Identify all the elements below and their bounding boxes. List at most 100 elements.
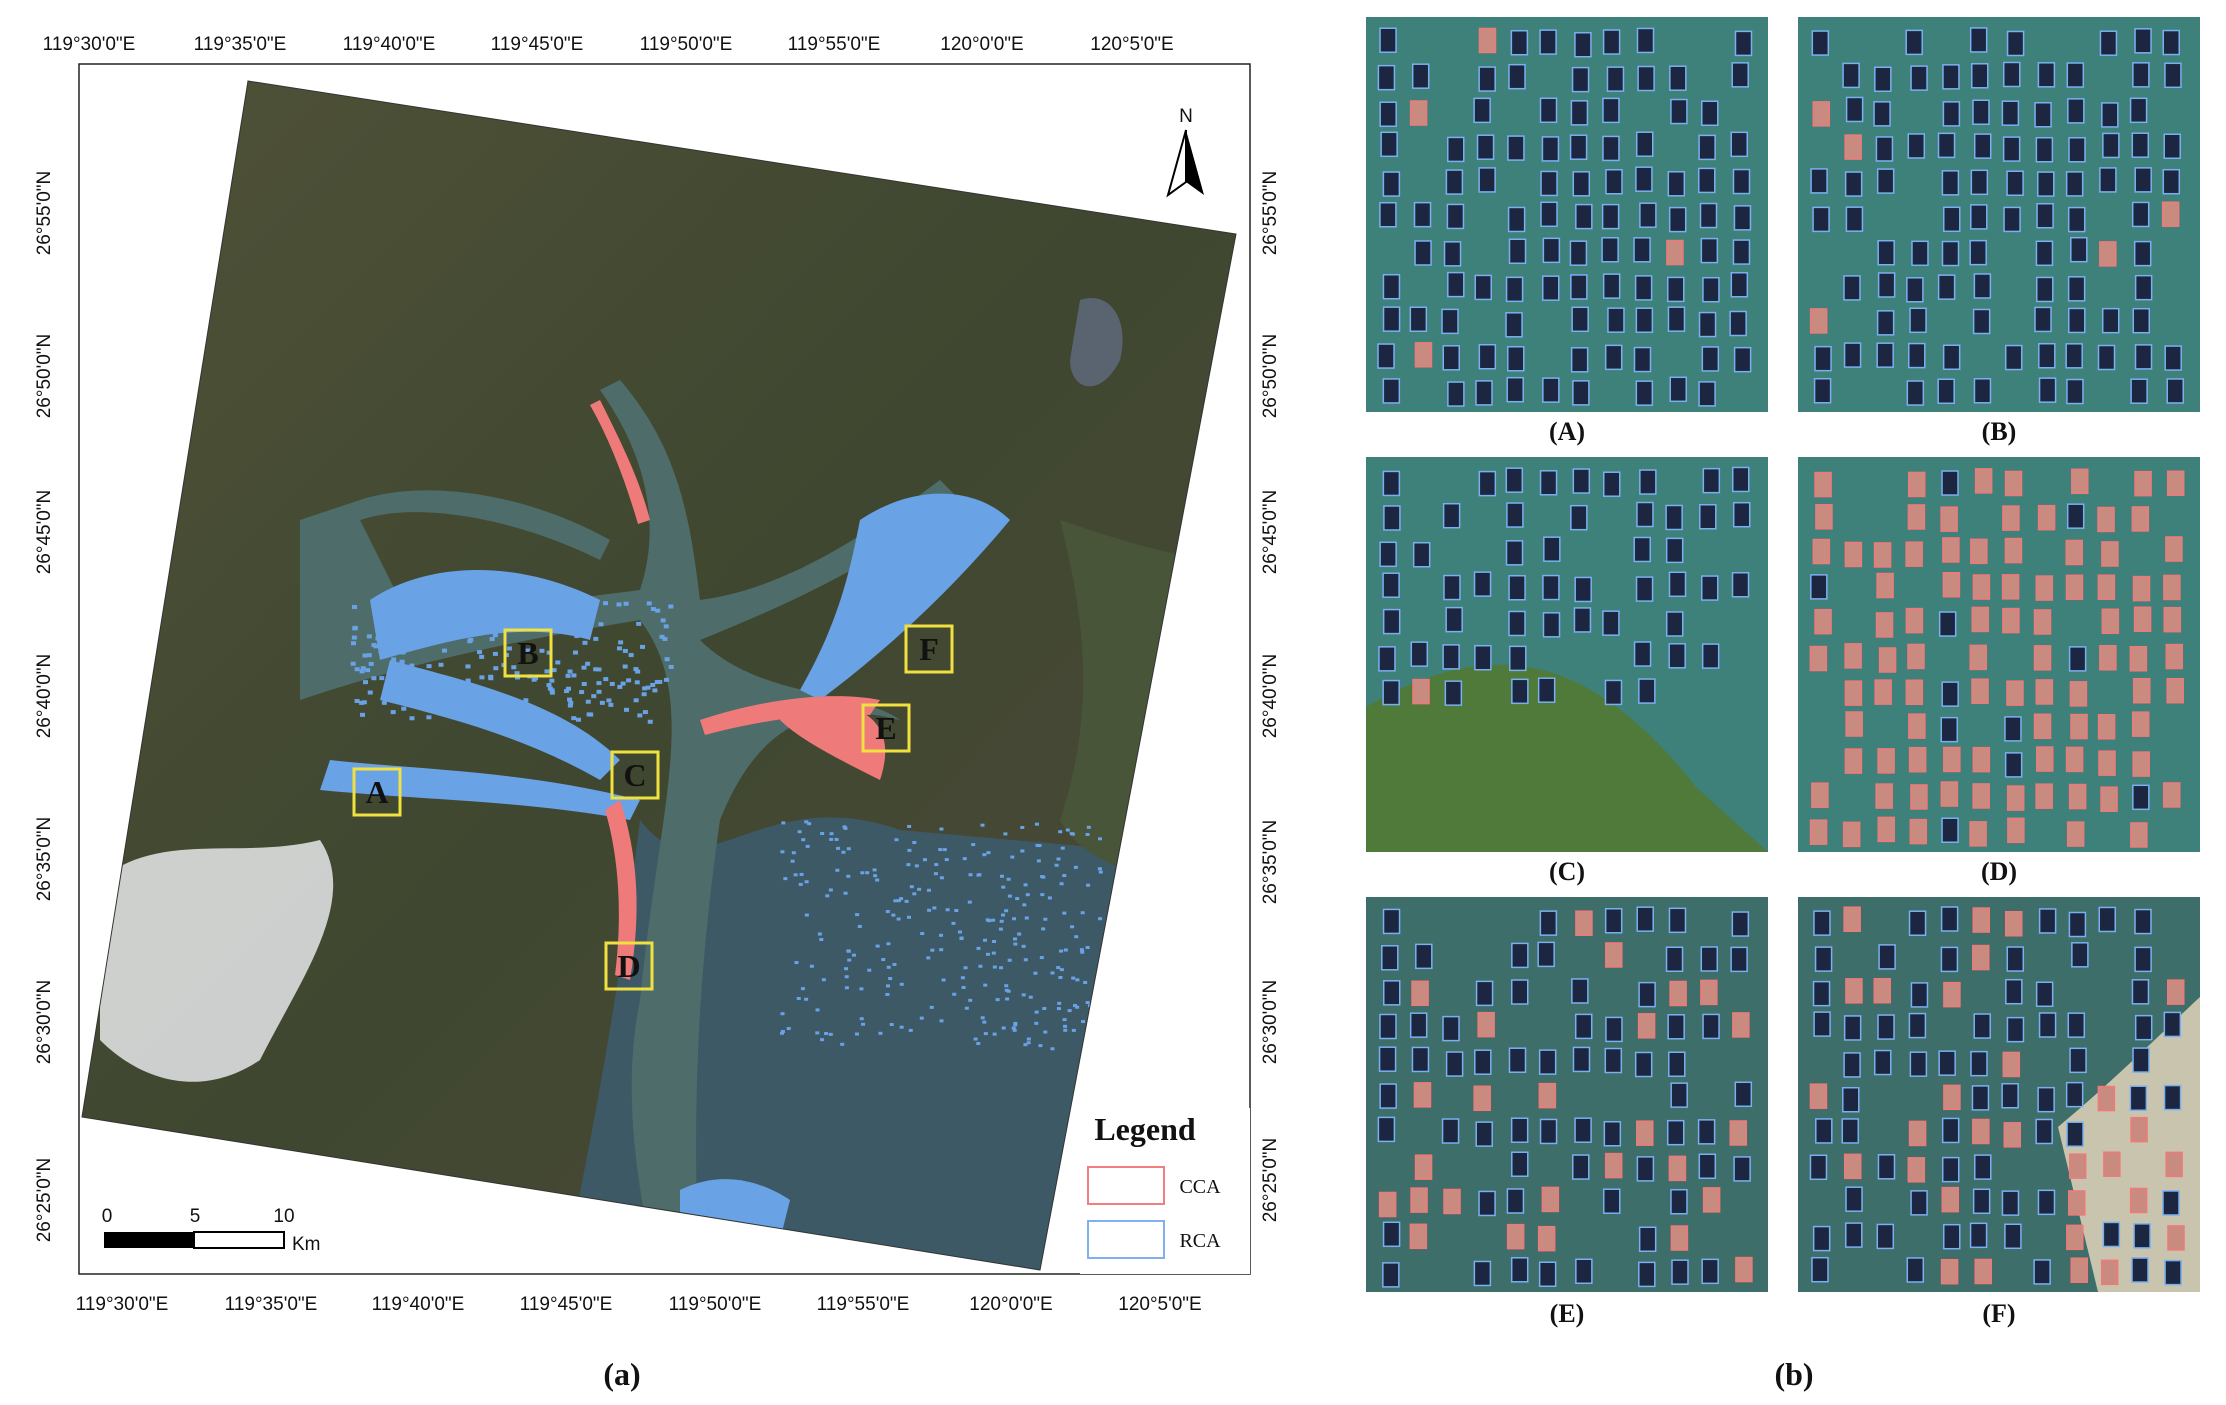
cage-outline xyxy=(1409,306,1428,332)
rca-speck xyxy=(886,984,891,988)
cage-outline xyxy=(1812,101,1831,127)
rca-speck xyxy=(464,716,470,721)
rca-speck xyxy=(909,885,914,889)
rca-speck xyxy=(992,939,997,943)
rca-speck xyxy=(388,626,394,631)
rca-speck xyxy=(623,601,629,606)
scale-tick-label: 0 xyxy=(102,1206,113,1227)
cage-outline xyxy=(1730,272,1749,298)
legend-swatch-rca xyxy=(1087,1220,1165,1259)
rca-speck xyxy=(995,998,1000,1002)
cage-outline xyxy=(1508,63,1526,90)
cage-outline xyxy=(1606,66,1625,92)
cage-outline xyxy=(1507,346,1525,372)
cage-outline xyxy=(2004,344,2023,371)
cage-outline xyxy=(1940,906,1959,932)
cage-outline xyxy=(2129,646,2148,672)
rca-speck xyxy=(992,965,997,969)
rca-speck xyxy=(1004,988,1009,992)
cage-outline xyxy=(2164,62,2182,89)
rca-speck xyxy=(646,601,652,606)
cage-outline xyxy=(1633,346,1652,373)
cage-outline xyxy=(1537,1225,1556,1252)
caption: (a) xyxy=(603,1356,640,1392)
cage-outline xyxy=(2133,1223,2151,1249)
rca-speck xyxy=(828,1032,833,1036)
cage-outline xyxy=(1382,1262,1400,1288)
rca-speck xyxy=(386,674,392,679)
rca-speck xyxy=(934,863,939,867)
caption: (b) xyxy=(1774,1356,1813,1392)
cage-outline xyxy=(1538,1082,1557,1109)
cage-outline xyxy=(1570,347,1589,373)
cage-outline xyxy=(1701,575,1719,601)
cage-outline xyxy=(1379,1083,1397,1109)
panel-label: (D) xyxy=(1981,857,2017,886)
rca-speck xyxy=(926,956,931,960)
cage-outline xyxy=(1970,204,1988,230)
rca-speck xyxy=(985,918,990,922)
cage-outline xyxy=(1505,540,1524,566)
cage-outline xyxy=(1908,1012,1927,1039)
cage-outline xyxy=(2065,574,2084,601)
cage-outline xyxy=(2006,680,2024,706)
cage-outline xyxy=(1574,1117,1592,1143)
cage-outline xyxy=(1844,171,1863,197)
cage-outline xyxy=(1971,1085,1990,1111)
rca-speck xyxy=(1080,950,1085,954)
site-box xyxy=(861,703,911,753)
detail-panels: (A) (B) (C) (D) (E) (F) xyxy=(1366,17,2200,1328)
cage-outline xyxy=(1473,97,1491,124)
cage-outline xyxy=(1970,169,1989,196)
rca-speck xyxy=(633,698,639,703)
cage-outline xyxy=(1943,981,1961,1008)
cage-outline xyxy=(1731,62,1749,88)
cage-outline xyxy=(2067,206,2086,233)
left-lat-label: 26°55'0"N xyxy=(34,171,55,256)
rca-speck xyxy=(544,669,550,674)
cage-outline xyxy=(1909,307,1927,334)
rca-speck xyxy=(1081,1020,1086,1024)
cage-outline xyxy=(1730,946,1748,973)
legend-swatch-cca xyxy=(1087,1166,1165,1205)
cage-outline xyxy=(2036,202,2054,229)
cage-outline xyxy=(1538,1261,1557,1288)
cage-outline xyxy=(1382,572,1400,598)
rca-speck xyxy=(467,639,473,644)
cage-outline xyxy=(1635,576,1654,602)
rca-speck xyxy=(655,608,661,613)
cage-outline xyxy=(2035,981,2054,1008)
cage-outline xyxy=(1970,538,1988,565)
site-box xyxy=(352,767,402,817)
cage-outline xyxy=(1702,1013,1720,1040)
cage-outline xyxy=(2164,1259,2182,1286)
rca-speck xyxy=(492,633,498,638)
cage-outline xyxy=(1910,784,1928,810)
rca-speck xyxy=(379,676,385,681)
cage-outline xyxy=(1971,678,1989,704)
cage-outline xyxy=(1843,1015,1862,1041)
cage-outline xyxy=(1665,946,1684,972)
rca-speck xyxy=(893,899,898,903)
cage-outline xyxy=(1379,201,1397,228)
rca-speck xyxy=(1021,944,1026,948)
cage-outline xyxy=(1539,470,1558,496)
cage-outline xyxy=(1814,345,1832,372)
cage-outline xyxy=(1604,1047,1623,1074)
bottom-lon-label: 120°5'0"E xyxy=(1118,1294,1201,1315)
rca-speck xyxy=(973,1037,978,1041)
cage-outline xyxy=(1478,344,1497,370)
rca-speck xyxy=(939,1019,944,1023)
scale-bar xyxy=(104,1231,285,1249)
rca-speck xyxy=(933,872,938,876)
rca-speck xyxy=(1058,975,1063,979)
rca-speck xyxy=(881,958,886,962)
rca-speck xyxy=(780,1029,785,1033)
rca-speck xyxy=(609,681,615,686)
cage-outline xyxy=(2068,307,2086,334)
rca-speck xyxy=(799,872,804,876)
cage-outline xyxy=(2065,539,2083,566)
cage-outline xyxy=(1876,342,1894,368)
cage-outline xyxy=(1702,467,1721,494)
cage-outline xyxy=(1972,99,1990,126)
